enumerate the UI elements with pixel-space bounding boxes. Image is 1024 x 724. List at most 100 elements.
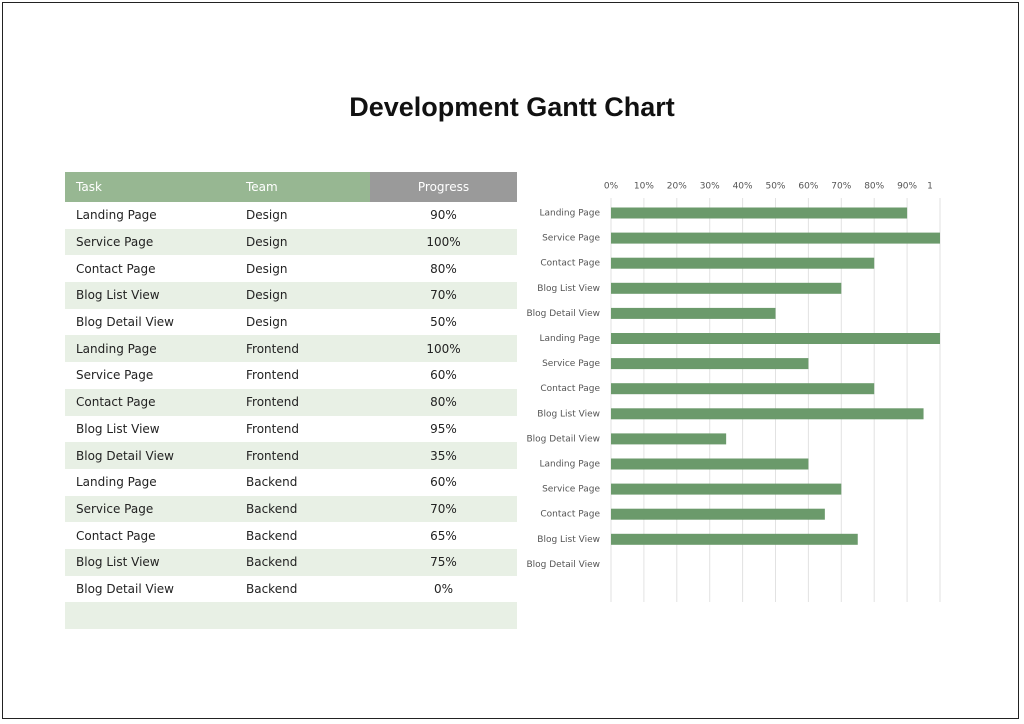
bar bbox=[611, 232, 940, 244]
y-tick-label: Landing Page bbox=[539, 209, 600, 219]
y-tick-label: Landing Page bbox=[539, 334, 600, 344]
table-cell: Blog Detail View bbox=[76, 581, 174, 596]
empty-row bbox=[65, 602, 517, 629]
table-cell: Design bbox=[246, 208, 288, 223]
bar bbox=[611, 408, 924, 420]
table-row: Contact Page Backend 65% bbox=[65, 522, 517, 549]
header-row: Task Team Progress bbox=[65, 172, 517, 202]
table-cell: 80% bbox=[430, 261, 457, 276]
table-cell: Blog List View bbox=[76, 421, 160, 436]
table-cell: 75% bbox=[370, 548, 517, 576]
table-cell: 90% bbox=[430, 208, 457, 223]
table-cell: 60% bbox=[430, 368, 457, 383]
y-tick-label: Blog List View bbox=[537, 409, 600, 419]
y-tick-label: Contact Page bbox=[540, 510, 600, 520]
bar bbox=[611, 483, 842, 495]
bar bbox=[611, 307, 776, 319]
x-tick-label: 10% bbox=[634, 182, 654, 192]
bar bbox=[611, 207, 908, 219]
x-tick-label: 20% bbox=[667, 182, 687, 192]
y-tick-label: Blog List View bbox=[537, 535, 600, 545]
x-tick-label: 90% bbox=[897, 182, 917, 192]
table-cell: Contact Page bbox=[76, 261, 156, 276]
table-row: Blog List View Design 70% bbox=[65, 282, 517, 309]
x-tick-label: 70% bbox=[831, 182, 851, 192]
bar bbox=[611, 383, 875, 395]
title: Development Gantt Chart bbox=[349, 92, 675, 122]
table-cell: 80% bbox=[370, 388, 517, 416]
table-row: Blog Detail View Backend 0% bbox=[65, 576, 517, 603]
table-row: Landing Page Design 90% bbox=[65, 202, 517, 229]
bar bbox=[611, 333, 940, 344]
table-cell: Backend bbox=[246, 581, 298, 596]
table-cell: Design bbox=[235, 228, 370, 256]
table-cell: Backend bbox=[246, 475, 298, 490]
table-cell: Frontend bbox=[235, 388, 370, 416]
table-row: Blog Detail View Frontend 35% bbox=[65, 442, 517, 469]
y-tick-label: Blog Detail View bbox=[527, 560, 601, 570]
bar bbox=[611, 282, 842, 294]
table-cell: Backend bbox=[235, 548, 370, 576]
table-row: Contact Page Design 80% bbox=[65, 255, 517, 282]
y-tick-label: Blog Detail View bbox=[527, 309, 601, 319]
table-cell: Contact Page bbox=[65, 388, 235, 416]
y-tick-label: Landing Page bbox=[539, 460, 600, 470]
table-cell: Frontend bbox=[246, 368, 299, 383]
x-tick-label: 0% bbox=[604, 182, 619, 192]
table-cell: Backend bbox=[246, 528, 298, 543]
bar bbox=[611, 358, 809, 370]
table-cell: Contact Page bbox=[76, 528, 156, 543]
table-row: Service Page Frontend 60% bbox=[65, 362, 517, 389]
table-cell: Blog Detail View bbox=[65, 442, 235, 469]
table-row: Contact Page Frontend 80% bbox=[65, 388, 517, 416]
table-cell: 60% bbox=[430, 475, 457, 490]
x-tick-label: 30% bbox=[700, 182, 720, 192]
table-row: Service Page Design 100% bbox=[65, 228, 517, 256]
bar bbox=[611, 433, 727, 445]
table-cell: Landing Page bbox=[65, 335, 235, 363]
header-cell: Team bbox=[235, 172, 370, 202]
bar bbox=[611, 508, 825, 520]
table-cell: Design bbox=[246, 315, 288, 330]
x-tick-label: 80% bbox=[864, 182, 884, 192]
x-tick-label: 60% bbox=[798, 182, 818, 192]
table-cell: 70% bbox=[370, 282, 517, 309]
table-row: Blog List View Backend 75% bbox=[65, 548, 517, 576]
table-cell: Frontend bbox=[235, 442, 370, 469]
table-cell: 65% bbox=[430, 528, 457, 543]
table-cell: Service Page bbox=[76, 368, 154, 383]
y-tick-label: Service Page bbox=[542, 485, 600, 495]
table-cell: 95% bbox=[430, 421, 457, 436]
table-cell: Backend bbox=[235, 495, 370, 523]
y-tick-label: Contact Page bbox=[540, 259, 600, 269]
table-cell: Frontend bbox=[246, 421, 299, 436]
table-row: Landing Page Backend 60% bbox=[65, 469, 517, 496]
table-cell: Design bbox=[235, 282, 370, 309]
table-cell: Service Page bbox=[65, 228, 235, 256]
x-tick-label: 50% bbox=[765, 182, 785, 192]
task-table: Task Team Progress Landing Page Design 90%… bbox=[65, 172, 517, 629]
table-cell: Blog List View bbox=[65, 548, 235, 576]
table-cell: Landing Page bbox=[76, 475, 157, 490]
empty-cell bbox=[370, 602, 517, 629]
table-cell: 0% bbox=[433, 581, 454, 596]
table-row: Blog Detail View Design 50% bbox=[65, 309, 517, 336]
y-tick-label: Service Page bbox=[542, 359, 600, 369]
bar bbox=[611, 257, 875, 269]
bar bbox=[611, 458, 809, 470]
y-tick-label: Blog Detail View bbox=[527, 434, 601, 444]
y-tick-label: Blog List View bbox=[537, 284, 600, 294]
header-cell: Task bbox=[65, 172, 235, 202]
y-tick-label: Service Page bbox=[542, 234, 600, 244]
table-cell: 70% bbox=[370, 495, 517, 523]
table-row: Blog List View Frontend 95% bbox=[65, 416, 517, 443]
y-tick-label: Contact Page bbox=[540, 384, 600, 394]
table-row: Landing Page Frontend 100% bbox=[65, 335, 517, 363]
x-tick-label: 100% bbox=[927, 182, 953, 192]
header-cell: Progress bbox=[370, 172, 517, 202]
empty-cell bbox=[65, 602, 235, 629]
table-cell: Service Page bbox=[65, 495, 235, 523]
x-tick-label: 40% bbox=[733, 182, 753, 192]
